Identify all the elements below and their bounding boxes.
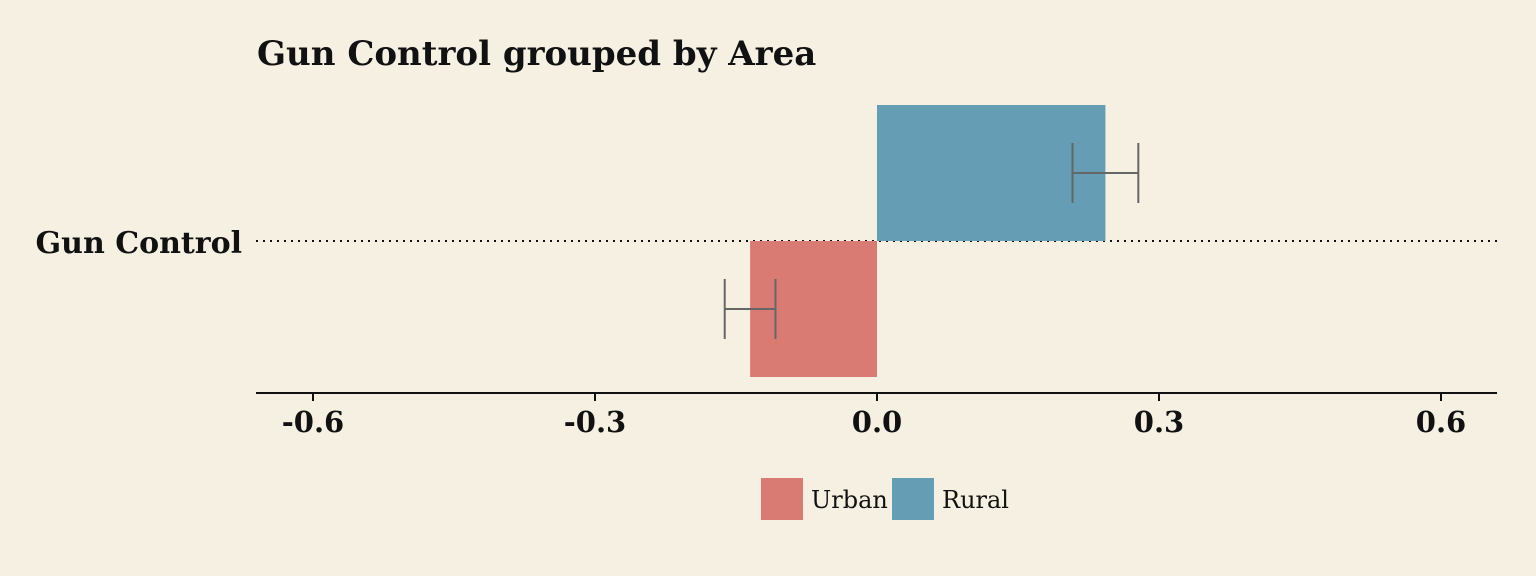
category-label: Gun Control: [36, 226, 242, 261]
legend-label-urban: Urban: [811, 486, 888, 514]
x-tick-label: -0.3: [564, 405, 627, 439]
x-tick-label: -0.6: [282, 405, 345, 439]
legend-swatch-rural: [892, 478, 934, 520]
x-tick-label: 0.0: [852, 405, 902, 439]
bars: [750, 105, 1106, 377]
x-tick-label: 0.3: [1134, 405, 1184, 439]
legend: Urban Rural: [761, 478, 1009, 520]
x-axis-ticks: -0.6 -0.3 0.0 0.3 0.6: [282, 393, 1466, 439]
legend-swatch-urban: [761, 478, 803, 520]
legend-label-rural: Rural: [942, 486, 1009, 514]
x-tick-label: 0.6: [1416, 405, 1466, 439]
bar-rural: [877, 105, 1106, 241]
error-bars: [723, 143, 1140, 339]
chart-title: Gun Control grouped by Area: [257, 34, 816, 74]
